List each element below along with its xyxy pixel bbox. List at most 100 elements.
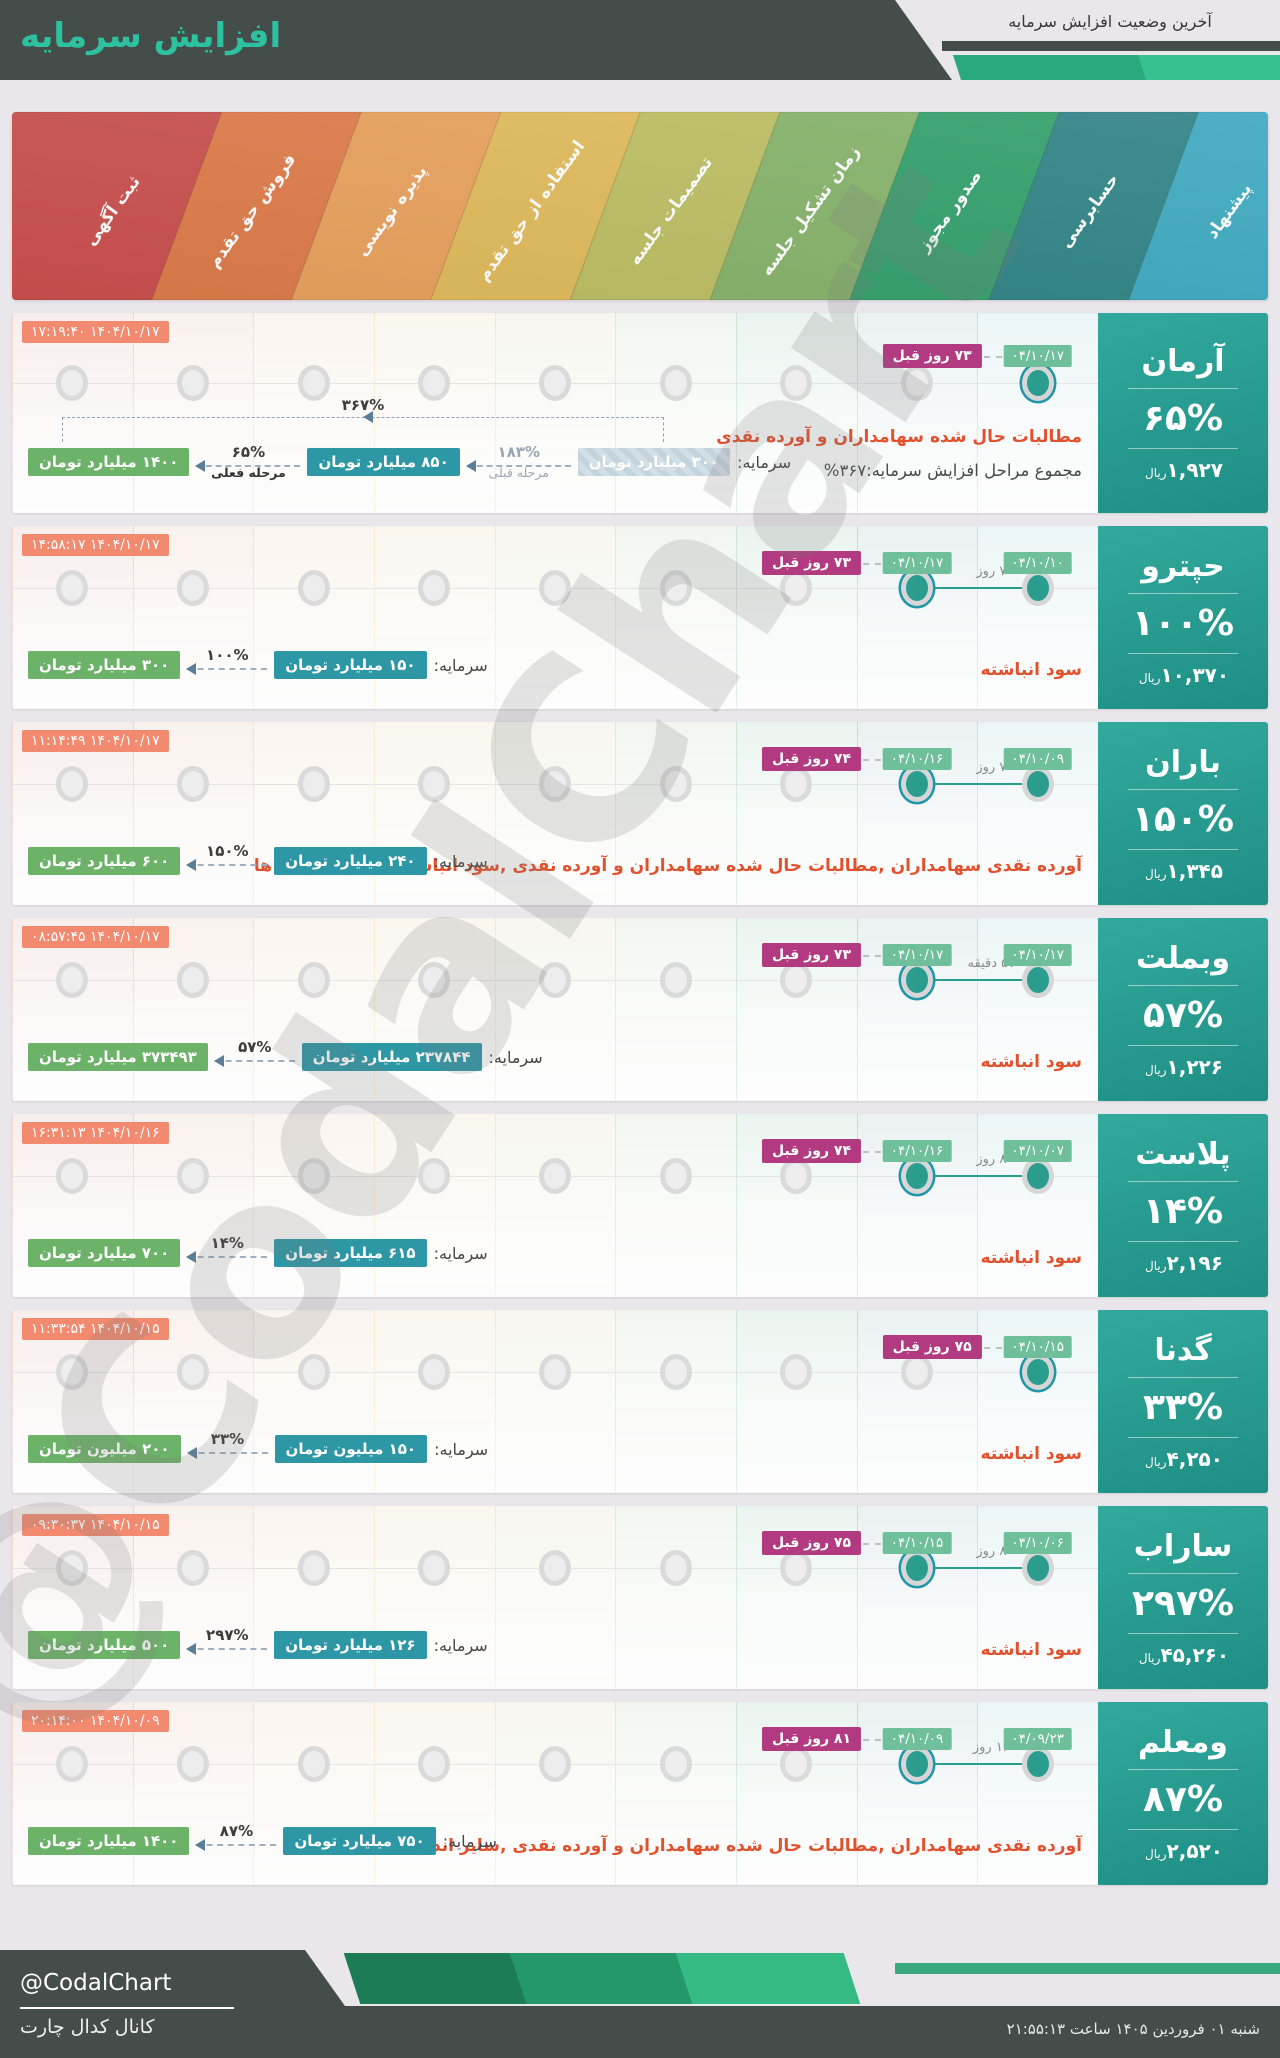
- capital-arrow: ۱۰۰%: [186, 646, 268, 684]
- price-value: ۱,۹۲۷: [1166, 458, 1223, 482]
- capital-badge: ۷۰۰ میلیارد تومان: [28, 1239, 181, 1267]
- company-percent: ۱۰۰%: [1132, 602, 1234, 644]
- timeline-dot: [418, 365, 451, 401]
- proposal-date-badge: ۰۴/۱۰/۱۰: [1003, 552, 1072, 574]
- timeline-dot: [177, 766, 209, 802]
- dashed-link: [983, 356, 1002, 358]
- capital-label: سرمایه:: [442, 1831, 497, 1851]
- price-value: ۱,۳۴۵: [1166, 858, 1223, 883]
- stage-column-tint: [374, 313, 496, 513]
- timeline-dot: [177, 570, 209, 606]
- company-row: ۱۴۰۴/۱۰/۰۹ ۲۰:۱۴:۰۰۱۶ روز۰۴/۱۰/۰۹۰۴/۰۹/۲…: [12, 1702, 1268, 1885]
- stage-column-tint: [494, 1310, 617, 1493]
- capital-total-bracket: ۳۶۷%: [62, 396, 664, 442]
- company-price: ۱,۹۲۷ریال: [1143, 458, 1223, 482]
- company-row: ۱۴۰۴/۱۰/۱۷ ۱۱:۱۴:۴۹ ۷ روز ۰۴/۱۰/۱۶ ۰۴/۱۰/۰۹…: [12, 722, 1268, 905]
- card-divider: [1128, 592, 1238, 594]
- capital-source-text: آورده نقدی سهامداران ,مطالبات حال شده سه…: [253, 856, 1082, 876]
- date-badge: ۰۴/۱۰/۱۷: [882, 944, 952, 966]
- capital-line: سرمایه: ۲۴۰ میلیارد تومان ۱۵۰% ۶۰۰ میلیارد …: [28, 842, 488, 880]
- timeline-dot: [56, 1354, 89, 1390]
- date-badge: ۰۴/۱۰/۱۵: [882, 1532, 952, 1554]
- arrow-left-icon: [186, 1447, 268, 1459]
- capital-badge: ۳۰۰ میلیارد تومان: [577, 448, 731, 476]
- timeline-dot: [177, 1158, 209, 1194]
- timeline-dot: [659, 1158, 692, 1194]
- timeline-dot: [780, 1746, 813, 1782]
- arrow-left-icon: [363, 411, 373, 423]
- stage-column-tint: [494, 722, 617, 905]
- company-card: پلاست ۱۴% ۲,۱۹۶ریال: [1098, 1114, 1268, 1297]
- timeline-dot: [297, 570, 330, 606]
- timeline-dot: [56, 1746, 89, 1782]
- timeline-dot: [539, 570, 571, 606]
- days-ago-badge: ۷۴ روز قبل: [761, 1139, 861, 1163]
- timeline-dot: [56, 1158, 89, 1194]
- capital-badge: ۱۵۰ میلیون تومان: [274, 1435, 428, 1463]
- company-row: ۱۴۰۴/۱۰/۱۶ ۱۶:۳۱:۱۳ ۸ روز ۰۴/۱۰/۱۶ ۰۴/۱۰/۰۷…: [12, 1114, 1268, 1297]
- price-unit: ریال: [1145, 1454, 1167, 1469]
- price-value: ۲,۵۲۰: [1166, 1838, 1223, 1863]
- stage-column-tint: [615, 313, 737, 513]
- timeline-dot: [1021, 1158, 1054, 1194]
- stage-column-tint: [494, 313, 617, 513]
- stage-column-tint: [494, 526, 617, 709]
- timeline-dot: [56, 1550, 89, 1586]
- stage-column-tint: [615, 918, 737, 1101]
- timeline-dot: [177, 1354, 209, 1390]
- footer-divider: [20, 2007, 234, 2009]
- timestamp-badge: ۱۴۰۴/۱۰/۱۵ ۰۹:۳۰:۳۷: [22, 1514, 169, 1536]
- timestamp-badge: ۱۴۰۴/۱۰/۱۶ ۱۶:۳۱:۱۳: [22, 1122, 169, 1144]
- company-percent: ۳۳%: [1143, 1386, 1224, 1428]
- price-unit: ریال: [1138, 1650, 1161, 1665]
- stage-connector: [917, 783, 1038, 785]
- capital-arrow-percent: ۳۳%: [210, 1430, 245, 1448]
- timeline-dot: [56, 365, 89, 401]
- date-badge: ۰۴/۱۰/۱۶: [882, 748, 952, 770]
- price-value: ۱۰,۳۷۰: [1160, 662, 1230, 687]
- dashed-link: [863, 955, 881, 957]
- proposal-date-badge: ۰۴/۱۰/۱۷: [1003, 944, 1072, 966]
- capital-flex: سرمایه: ۲۳۷۸۴۴ میلیارد تومان ۵۷% ۳۷۳۴۹۳ میل…: [28, 1038, 543, 1076]
- stage-column-tint: [494, 1506, 617, 1689]
- card-divider: [1128, 1436, 1238, 1438]
- card-divider: [1128, 1768, 1238, 1770]
- timeline-dot: [418, 766, 451, 802]
- arrow-left-icon: [213, 1055, 295, 1067]
- timestamp-badge: ۱۴۰۴/۱۰/۰۹ ۲۰:۱۴:۰۰: [22, 1710, 169, 1732]
- timeline-dot: [780, 365, 813, 401]
- timeline-dot: [297, 766, 330, 802]
- capital-arrow-sublabel: مرحله قبلی: [488, 465, 549, 480]
- stage-column-tint: [615, 1702, 737, 1885]
- capital-arrow: ۲۹۷%: [186, 1626, 268, 1664]
- card-divider: [1128, 652, 1238, 654]
- company-card: حپترو ۱۰۰% ۱۰,۳۷۰ریال: [1098, 526, 1268, 709]
- timeline-dot: [418, 1746, 451, 1782]
- card-divider: [1128, 1572, 1238, 1574]
- company-name: وبملت: [1135, 940, 1231, 976]
- footer: @CodalChart کانال کدال چارت شنبه ۰۱ فرور…: [0, 1950, 1280, 2058]
- capital-badge: ۲۰۰ میلیون تومان: [28, 1435, 181, 1463]
- dashed-link: [863, 1543, 881, 1545]
- stage-column-tint: [615, 722, 737, 905]
- timeline-dot: [1021, 962, 1054, 998]
- stage-gap-label: ۷ روز: [976, 564, 1006, 579]
- company-name: باران: [1145, 744, 1221, 780]
- timestamp-badge: ۱۴۰۴/۱۰/۱۷ ۰۸:۵۷:۴۵: [22, 926, 169, 948]
- company-row: ۱۴۰۴/۱۰/۱۵ ۱۱:۳۳:۵۴ ۰۴/۱۰/۱۵ ۷۵ روز قبل سود…: [12, 1310, 1268, 1493]
- date-badge: ۰۴/۱۰/۰۹: [882, 1728, 952, 1750]
- capital-badge: ۱۵۰ میلیارد تومان: [274, 651, 427, 679]
- timeline-dot: [1021, 365, 1054, 401]
- timeline-dot: [901, 766, 933, 802]
- header-underline-bar: [942, 41, 1280, 51]
- dashed-link: [863, 759, 881, 761]
- card-divider: [1128, 788, 1238, 790]
- company-percent: ۱۵۰%: [1132, 798, 1234, 840]
- timeline-dot: [539, 766, 571, 802]
- footer-green-shape: [343, 1953, 529, 2004]
- card-divider: [1128, 1828, 1238, 1830]
- timeline-dot: [56, 962, 89, 998]
- capital-label: سرمایه:: [434, 1439, 489, 1459]
- capital-source-text: سود انباشته: [980, 1444, 1082, 1464]
- timeline-dot: [297, 1158, 330, 1194]
